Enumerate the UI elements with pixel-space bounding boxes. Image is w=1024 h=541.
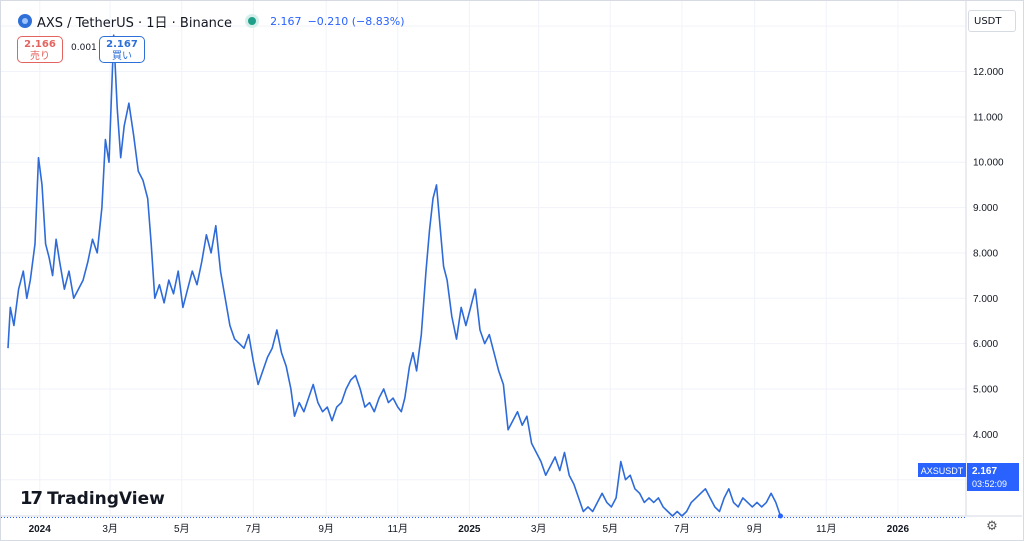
y-tick-label: 9.000 bbox=[973, 203, 998, 214]
price-tag-value: 2.167 bbox=[972, 466, 997, 477]
y-tick-label: 12.000 bbox=[973, 67, 1004, 78]
x-tick-label: 5月 bbox=[602, 523, 618, 535]
price-axis[interactable]: 13.00012.00011.00010.0009.0008.0007.0006… bbox=[973, 22, 1004, 487]
y-tick-label: 11.000 bbox=[973, 112, 1003, 123]
symbol-tag: AXSUSDT bbox=[921, 466, 964, 476]
header-price: 2.167 bbox=[270, 14, 302, 28]
y-tick-label: 6.000 bbox=[973, 339, 998, 350]
x-tick-label: 9月 bbox=[747, 523, 763, 535]
x-tick-label: 5月 bbox=[174, 523, 190, 535]
y-tick-label: 8.000 bbox=[973, 248, 998, 259]
axs-logo-icon bbox=[18, 14, 32, 28]
y-tick-label: 10.000 bbox=[973, 158, 1004, 169]
x-tick-label: 9月 bbox=[318, 523, 334, 535]
symbol-tag-bg bbox=[918, 463, 966, 477]
y-tick-label: 7.000 bbox=[973, 294, 998, 305]
gear-icon[interactable]: ⚙ bbox=[986, 519, 998, 534]
sell-button[interactable]: 2.166 売り bbox=[17, 36, 63, 63]
tradingview-mark-icon: 17 bbox=[20, 488, 43, 509]
x-tick-label: 11月 bbox=[816, 523, 836, 535]
y-tick-label: 5.000 bbox=[973, 385, 998, 396]
x-tick-label: 3月 bbox=[102, 523, 118, 535]
x-tick-label: 2026 bbox=[887, 524, 910, 535]
x-tick-label: 3月 bbox=[531, 523, 547, 535]
x-tick-label: 11月 bbox=[388, 523, 408, 535]
price-line bbox=[7, 34, 782, 517]
grid bbox=[1, 1, 966, 516]
symbol-title[interactable]: AXS / TetherUS · 1日 · Binance bbox=[37, 15, 233, 31]
x-tick-label: 2024 bbox=[29, 524, 52, 535]
price-tag-bg bbox=[967, 463, 1019, 491]
x-tick-label: 7月 bbox=[674, 523, 690, 535]
symbol-header[interactable]: AXS / TetherUS · 1日 · Binance 2.167 −0.2… bbox=[18, 11, 405, 31]
market-status-icon[interactable] bbox=[248, 17, 257, 25]
header-change: −0.210 (−8.83%) bbox=[307, 14, 405, 28]
buy-label: 買い bbox=[112, 51, 132, 62]
spread-value: 0.001 bbox=[71, 43, 97, 53]
tradingview-logo[interactable]: 17 TradingView bbox=[20, 488, 165, 509]
y-tick-label: 4.000 bbox=[973, 430, 998, 441]
buy-price: 2.167 bbox=[106, 39, 138, 50]
price-tag: AXSUSDT 2.167 03:52:09 bbox=[918, 463, 1019, 491]
buy-button[interactable]: 2.167 買い bbox=[99, 36, 145, 63]
time-axis[interactable]: 2024 3月 5月 7月 9月 11月 2025 3月 5月 7月 9月 11月 2026 bbox=[29, 523, 910, 535]
sell-label: 売り bbox=[30, 51, 50, 62]
last-price-dot bbox=[778, 513, 784, 519]
x-tick-label: 2025 bbox=[458, 524, 481, 535]
countdown-tag: 03:52:09 bbox=[972, 479, 1007, 489]
tradingview-wordmark: TradingView bbox=[47, 488, 165, 509]
x-tick-label: 7月 bbox=[246, 523, 262, 535]
currency-selector[interactable]: USDT bbox=[968, 10, 1016, 32]
sell-price: 2.166 bbox=[24, 39, 56, 50]
